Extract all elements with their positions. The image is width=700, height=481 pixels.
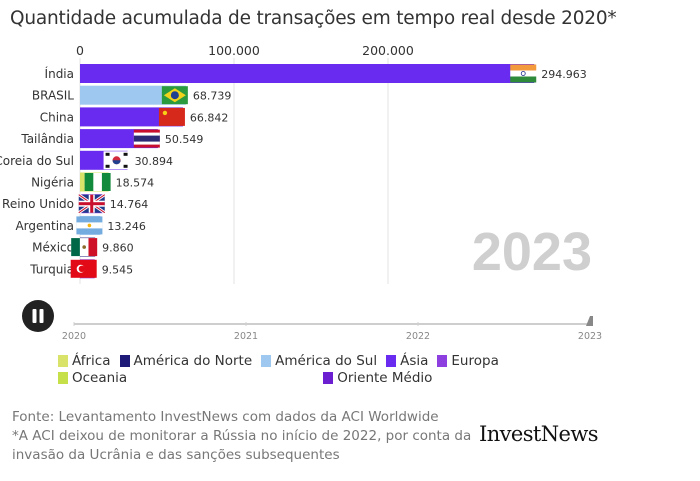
- bar-row: China 66.842: [40, 107, 229, 127]
- turkey-flag: [70, 259, 97, 278]
- category-label: BRASIL: [32, 89, 74, 103]
- bar-row: Coreia do Sul 30.894: [0, 150, 174, 170]
- value-label: 9.860: [102, 242, 134, 255]
- value-label: 30.894: [135, 155, 174, 168]
- source-note: Fonte: Levantamento InvestNews com dados…: [12, 409, 439, 425]
- timeline-slider[interactable]: 2020 2021 2022 2023: [62, 316, 602, 342]
- legend-swatch: [323, 371, 334, 384]
- timeline-handle[interactable]: [586, 316, 593, 326]
- legend-item[interactable]: Europa: [437, 352, 499, 369]
- category-label: Turquia: [29, 262, 74, 276]
- bar-row: Nigéria 18.574: [31, 172, 155, 192]
- value-label: 14.764: [110, 198, 149, 211]
- bar-row: Índia 294.963: [45, 64, 587, 83]
- legend-label: Europa: [451, 352, 499, 369]
- bar-row: Argentina 13.246: [15, 215, 146, 235]
- bar-row: Turquia 9.545: [29, 259, 134, 279]
- legend-item[interactable]: América do Sul: [261, 352, 377, 369]
- legend-swatch: [437, 354, 448, 367]
- chart-title: Quantidade acumulada de transações em te…: [10, 8, 617, 29]
- value-label: 13.246: [107, 220, 145, 233]
- bar: [80, 64, 535, 83]
- timeline-year-label: 2021: [234, 331, 258, 342]
- south-korea-flag: [103, 151, 130, 170]
- legend-label: Ásia: [400, 352, 429, 369]
- legend-label: Oriente Médio: [337, 369, 433, 386]
- category-label: Coreia do Sul: [0, 154, 74, 168]
- legend-swatch: [119, 354, 130, 367]
- bar: [80, 107, 183, 127]
- legend-item[interactable]: Oriente Médio: [323, 369, 432, 386]
- x-tick-label: 100.000: [208, 43, 260, 58]
- legend-label: América do Norte: [133, 352, 253, 369]
- mexico-flag: [71, 238, 98, 257]
- bar-row: Tailândia 50.549: [20, 129, 204, 149]
- legend-item[interactable]: Ásia: [386, 352, 428, 369]
- legend-swatch: [58, 371, 68, 384]
- bar: [80, 85, 186, 105]
- x-tick-label: 200.000: [362, 43, 414, 58]
- bar-row: BRASIL 68.739: [32, 85, 232, 105]
- legend-item[interactable]: América do Norte: [119, 352, 253, 369]
- value-label: 18.574: [116, 177, 155, 190]
- legend-label: América do Sul: [275, 352, 378, 369]
- legend-swatch: [386, 354, 397, 367]
- value-label: 68.739: [193, 90, 232, 103]
- category-label: Reino Unido: [2, 197, 74, 211]
- category-label: Nigéria: [31, 176, 74, 190]
- brazil-flag: [161, 86, 188, 105]
- thailand-flag: [133, 129, 160, 148]
- pause-icon: [32, 309, 44, 323]
- value-label: 294.963: [541, 68, 587, 81]
- category-label: Tailândia: [20, 132, 74, 146]
- value-label: 50.549: [165, 133, 204, 146]
- legend-swatch: [261, 354, 272, 367]
- category-label: Argentina: [15, 219, 74, 233]
- year-watermark: 2023: [472, 222, 592, 282]
- bar-row: Reino Unido 14.764: [2, 193, 149, 214]
- nigeria-flag: [84, 173, 111, 191]
- pause-button[interactable]: [22, 300, 54, 332]
- timeline-year-label: 2020: [62, 331, 86, 342]
- footer: Fonte: Levantamento InvestNews com dados…: [12, 408, 472, 465]
- legend-swatch: [58, 354, 68, 367]
- legend-label: Oceania: [72, 369, 128, 386]
- legend-item[interactable]: Oceania: [58, 369, 127, 386]
- uk-flag: [77, 193, 106, 214]
- china-flag: [158, 107, 185, 126]
- value-label: 66.842: [190, 111, 229, 124]
- legend: África América do Norte América do Sul Ásia…: [58, 352, 578, 386]
- india-flag: [510, 64, 537, 83]
- timeline-year-label: 2022: [406, 331, 430, 342]
- investnews-logo: InvestNews: [479, 422, 598, 446]
- bar-row: México 9.860: [32, 237, 134, 257]
- category-label: Índia: [45, 66, 74, 81]
- timeline-year-label: 2023: [578, 331, 602, 342]
- bar-chart: 0 100.000 200.000 2023 Índia 294.963 BRASIL 68.…: [0, 43, 602, 342]
- legend-label: África: [72, 352, 111, 369]
- x-tick-label: 0: [76, 43, 84, 58]
- legend-item[interactable]: África: [58, 352, 111, 369]
- argentina-flag: [76, 216, 103, 235]
- footnote: *A ACI deixou de monitorar a Rússia no i…: [12, 428, 472, 463]
- value-label: 9.545: [102, 263, 134, 276]
- category-label: México: [32, 241, 74, 255]
- category-label: China: [40, 110, 74, 124]
